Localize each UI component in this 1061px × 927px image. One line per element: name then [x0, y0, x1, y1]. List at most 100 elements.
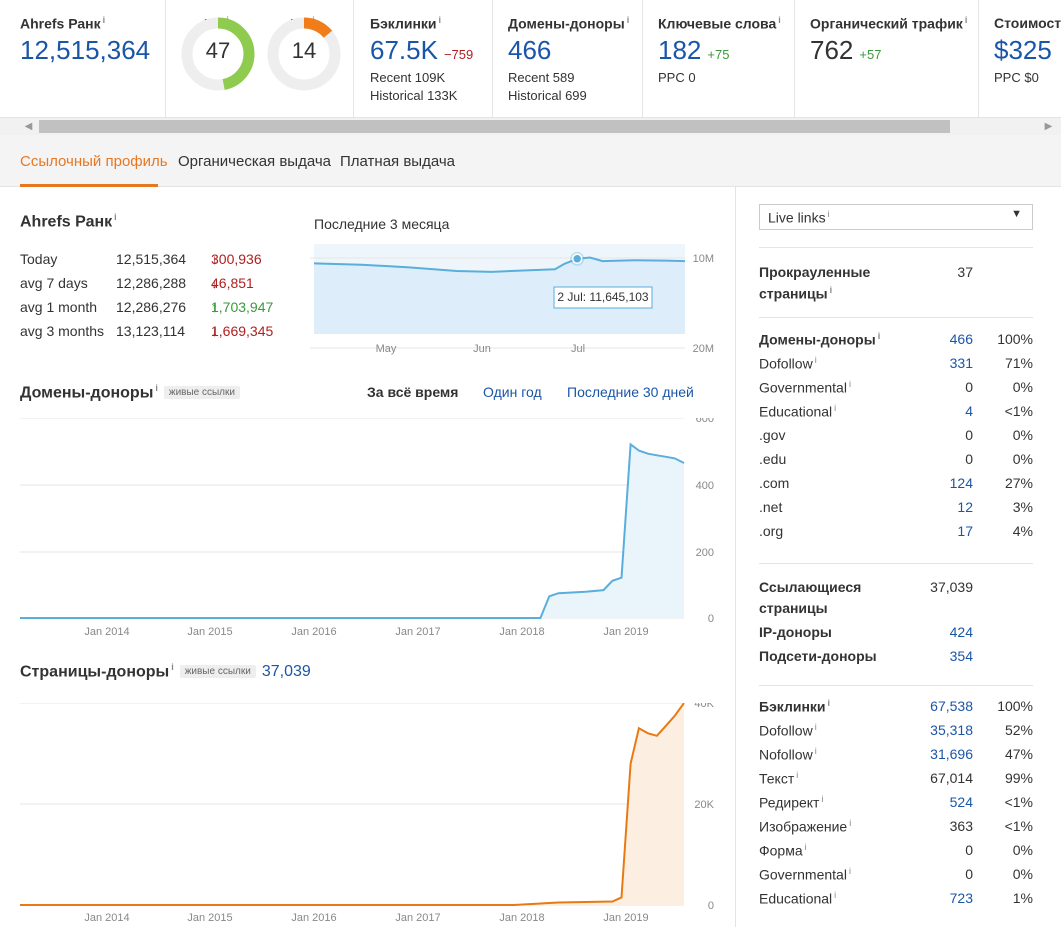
ref-domain-stat-value[interactable]: 466 [949, 331, 973, 347]
info-icon[interactable]: i [171, 662, 174, 672]
ref-domain-stat-label-wrap: Dofollow i [759, 355, 817, 372]
metric-value[interactable]: 762 [810, 35, 854, 65]
metric-ahrefs-rank: Ahrefs Ранк i 12,515,364 [0, 0, 166, 117]
backlink-stat-value[interactable]: 35,318 [930, 722, 973, 738]
info-icon[interactable]: i [848, 866, 851, 876]
live-links-select[interactable]: Live links i ▼ [759, 204, 1033, 230]
ref-pages-count[interactable]: 37,039 [261, 663, 311, 681]
info-icon[interactable]: i [848, 379, 851, 389]
active-tab-indicator [20, 184, 158, 187]
info-icon[interactable]: i [155, 383, 158, 393]
info-icon[interactable]: i [804, 842, 807, 852]
info-icon[interactable]: i [821, 794, 824, 804]
ref-domains-chart[interactable]: 0 200 400 600 Jan 2014 Jan 2015 Jan 2016 Jan 20… [20, 418, 720, 643]
info-icon[interactable]: i [827, 698, 831, 708]
metric-label: Бэклинки [370, 15, 437, 32]
period-all-time[interactable]: За всё время [367, 384, 459, 400]
ref-domain-stat-label: .org [759, 523, 784, 539]
ip-donors-value[interactable]: 424 [949, 624, 973, 640]
x-tick-label: Jan 2019 [603, 626, 648, 638]
tab-link-profile[interactable]: Ссылочный профиль [20, 153, 168, 170]
ref-domain-stat-percent: 0% [1012, 451, 1033, 467]
highlight-point[interactable] [571, 253, 583, 265]
backlink-stat-label: Текст [759, 770, 795, 787]
ref-domain-stat-value: 0 [965, 451, 973, 467]
info-icon[interactable]: i [626, 15, 630, 25]
metric-value[interactable]: 182 [658, 35, 702, 65]
x-tick-label: Jan 2017 [395, 626, 440, 638]
ref-domain-stat-value[interactable]: 331 [949, 355, 973, 371]
info-icon[interactable]: i [778, 15, 781, 25]
ref-domain-stat-row: Governmental i 0 0% [759, 379, 1033, 401]
info-icon[interactable]: i [834, 890, 837, 900]
backlink-stat-row: Governmental i 0 0% [759, 866, 1033, 888]
period-last-30-days[interactable]: Последние 30 дней [567, 384, 694, 400]
horizontal-scrollbar[interactable]: ◀ ▶ [0, 118, 1061, 135]
info-icon[interactable]: i [814, 722, 817, 732]
backlink-stat-row: Nofollow i 31,696 47% [759, 746, 1033, 768]
ref-domains-historical: Historical 699 [508, 88, 587, 103]
backlink-stat-value[interactable]: 31,696 [930, 746, 973, 762]
info-icon[interactable]: i [796, 770, 799, 780]
info-icon[interactable]: i [827, 209, 830, 219]
info-icon[interactable]: i [829, 285, 833, 295]
metric-value[interactable]: 12,515,364 [20, 35, 151, 65]
divider [759, 317, 1033, 318]
period-one-year[interactable]: Один год [483, 384, 542, 400]
subnets-value[interactable]: 354 [949, 648, 973, 664]
info-icon[interactable]: i [877, 331, 881, 341]
right-stats-panel: Live links i ▼ Прокрауленные 37 страницы i … [735, 187, 1061, 927]
info-icon[interactable]: i [438, 15, 442, 25]
rank-row-label: avg 1 month [20, 299, 98, 315]
x-tick-label: Jan 2018 [499, 626, 544, 638]
ref-domain-stat-label-wrap: .gov [759, 427, 785, 443]
backlink-stat-value[interactable]: 524 [949, 794, 973, 810]
ref-domain-stat-label: .gov [759, 427, 786, 443]
metric-backlinks: Бэклинки i 67.5K −759 Recent 109K Historic… [354, 0, 493, 117]
info-icon[interactable]: i [114, 212, 117, 222]
tab-organic[interactable]: Органическая выдача [178, 153, 332, 170]
crawled-pages-label-2: страницы [759, 285, 828, 302]
ref-domain-stat-label: Governmental [759, 379, 847, 396]
backlink-stat-value[interactable]: 67,538 [930, 698, 973, 714]
metric-value[interactable]: $325 [994, 35, 1052, 65]
x-tick-label: Jul [571, 343, 585, 355]
ref-pages-chart[interactable]: 0 20K 40K Jan 2014 Jan 2015 Jan 2016 Jan 2017 J… [20, 703, 720, 927]
ref-domain-stat-value[interactable]: 12 [957, 499, 973, 515]
backlink-stat-label-wrap: Редирект i [759, 794, 823, 811]
x-tick-label: Jun [473, 343, 491, 355]
info-icon[interactable]: i [814, 355, 817, 365]
series-area [20, 444, 684, 618]
backlink-stat-label-wrap: Educational i [759, 890, 836, 907]
backlink-stat-value[interactable]: 723 [949, 890, 973, 906]
y-tick-label: 20M [693, 343, 714, 355]
ur-gauge [181, 17, 255, 91]
rank-chart[interactable]: 10M 20M May Jun Jul 2 Jul: 11,645,103 [310, 240, 730, 360]
backlink-stat-percent: <1% [1004, 794, 1033, 810]
ref-domain-stat-value[interactable]: 4 [965, 403, 973, 419]
tab-paid[interactable]: Платная выдача [340, 153, 456, 170]
info-icon[interactable]: i [849, 818, 852, 828]
ref-pages-title-text: Страницы-доноры [20, 663, 170, 681]
ref-pages-label-1: Ссылающиеся [759, 579, 862, 595]
ref-domain-stat-row: Домены-доноры i 466 100% [759, 331, 1033, 353]
metric-value[interactable]: 67.5K [370, 35, 438, 65]
metric-delta: −759 [443, 47, 474, 62]
metric-cost: Стоимость $325 PPC $0 [979, 0, 1061, 117]
info-icon[interactable]: i [964, 15, 968, 25]
info-icon[interactable]: i [834, 403, 837, 413]
ref-domain-stat-value[interactable]: 124 [949, 475, 973, 491]
backlink-stat-row: Dofollow i 35,318 52% [759, 722, 1033, 744]
info-icon[interactable]: i [814, 746, 817, 756]
scroll-right-icon[interactable]: ▶ [1044, 121, 1053, 132]
metric-value[interactable]: 466 [508, 35, 552, 65]
backlink-stat-label: Educational [759, 890, 833, 907]
rank-row-label: avg 3 months [20, 323, 105, 339]
scroll-left-icon[interactable]: ◀ [24, 121, 33, 132]
info-icon[interactable]: i [102, 15, 106, 25]
backlink-stat-label-wrap: Governmental i [759, 866, 851, 883]
scrollbar-thumb[interactable] [39, 120, 950, 133]
backlink-stat-percent: 99% [1004, 770, 1033, 786]
backlink-stat-label: Бэклинки [759, 698, 826, 715]
ref-domain-stat-value[interactable]: 17 [957, 523, 973, 539]
